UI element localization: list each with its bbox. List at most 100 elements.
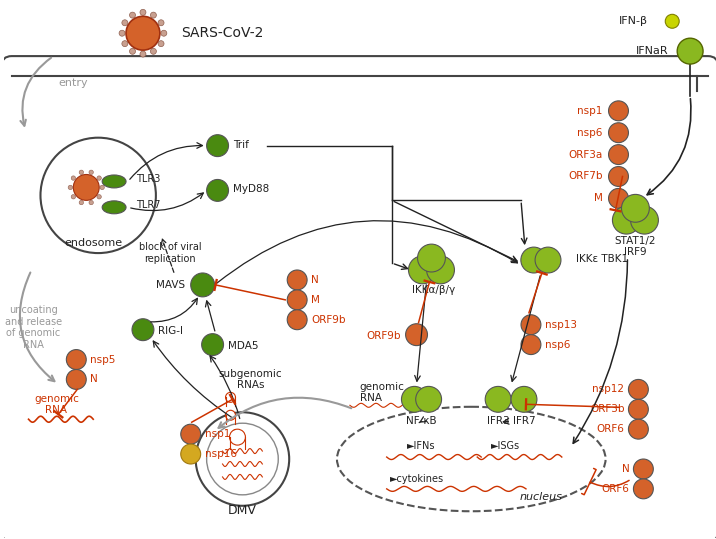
FancyBboxPatch shape — [1, 56, 716, 539]
Text: ORF3b: ORF3b — [590, 404, 624, 414]
Text: block of viral
replication: block of viral replication — [138, 243, 201, 264]
Text: N: N — [311, 275, 319, 285]
Circle shape — [427, 256, 455, 284]
Circle shape — [67, 370, 86, 389]
Circle shape — [207, 423, 279, 495]
Circle shape — [621, 195, 649, 222]
Circle shape — [629, 419, 649, 439]
Circle shape — [521, 335, 541, 355]
Circle shape — [677, 38, 703, 64]
Circle shape — [89, 201, 93, 205]
Text: SARS-CoV-2: SARS-CoV-2 — [181, 26, 263, 40]
Circle shape — [521, 315, 541, 335]
Circle shape — [629, 379, 649, 399]
Circle shape — [161, 30, 167, 36]
Circle shape — [226, 392, 236, 402]
Circle shape — [207, 179, 228, 202]
Text: endosome: endosome — [64, 238, 122, 248]
Text: RIG-I: RIG-I — [158, 326, 183, 336]
Circle shape — [97, 176, 101, 180]
Text: M: M — [594, 194, 603, 203]
Text: ►IFNs: ►IFNs — [407, 441, 435, 451]
Text: IRF9: IRF9 — [624, 247, 647, 257]
Circle shape — [609, 144, 629, 164]
Circle shape — [634, 479, 653, 499]
Circle shape — [100, 185, 105, 190]
Text: ORF6: ORF6 — [596, 424, 624, 434]
Circle shape — [609, 123, 629, 143]
Circle shape — [511, 386, 537, 412]
Circle shape — [287, 270, 307, 290]
Text: nsp14: nsp14 — [205, 429, 236, 439]
Circle shape — [416, 386, 442, 412]
Text: STAT1/2: STAT1/2 — [614, 236, 656, 246]
Circle shape — [130, 49, 135, 54]
Circle shape — [535, 247, 561, 273]
Text: IKKα/β/γ: IKKα/β/γ — [412, 285, 455, 295]
Text: MDA5: MDA5 — [228, 341, 258, 350]
Circle shape — [122, 20, 128, 26]
Circle shape — [485, 386, 511, 412]
Circle shape — [132, 319, 154, 341]
Circle shape — [609, 101, 629, 121]
Circle shape — [180, 424, 200, 444]
Text: ORF9b: ORF9b — [311, 315, 346, 324]
Circle shape — [609, 189, 629, 208]
Circle shape — [89, 170, 93, 175]
Text: subgenomic
RNAs: subgenomic RNAs — [218, 369, 282, 390]
Circle shape — [417, 244, 445, 272]
Circle shape — [180, 444, 200, 464]
Circle shape — [634, 459, 653, 479]
Text: MyD88: MyD88 — [233, 184, 270, 195]
Text: IFR3: IFR3 — [487, 416, 510, 426]
Circle shape — [405, 324, 427, 345]
Circle shape — [195, 412, 289, 506]
Circle shape — [41, 137, 156, 253]
Circle shape — [79, 201, 84, 205]
Text: nucleus: nucleus — [520, 492, 562, 502]
Ellipse shape — [337, 407, 606, 512]
Circle shape — [158, 40, 164, 47]
Circle shape — [150, 12, 156, 18]
Circle shape — [287, 290, 307, 310]
Text: nsp1: nsp1 — [577, 106, 603, 116]
Text: M: M — [311, 295, 320, 305]
Text: genomic
RNA: genomic RNA — [360, 382, 405, 403]
Text: ORF9b: ORF9b — [366, 330, 401, 341]
Text: Trif: Trif — [233, 140, 249, 150]
Circle shape — [612, 206, 640, 234]
Ellipse shape — [102, 201, 126, 214]
Circle shape — [97, 195, 101, 199]
Circle shape — [73, 175, 100, 201]
Text: ORF3a: ORF3a — [569, 150, 603, 160]
Circle shape — [226, 410, 236, 420]
Text: TLR7: TLR7 — [136, 201, 160, 210]
Text: nsp16: nsp16 — [205, 449, 236, 459]
Circle shape — [402, 386, 427, 412]
Circle shape — [190, 273, 215, 297]
Text: N: N — [621, 464, 629, 474]
Text: IFNaR: IFNaR — [636, 46, 668, 56]
Text: IFR7: IFR7 — [513, 416, 536, 426]
Text: nsp12: nsp12 — [592, 384, 624, 395]
Text: genomic
RNA: genomic RNA — [34, 393, 79, 415]
Circle shape — [122, 40, 128, 47]
Text: ►ISGs: ►ISGs — [491, 441, 521, 451]
Circle shape — [287, 310, 307, 330]
Text: NF-κB: NF-κB — [406, 416, 437, 426]
Text: nsp13: nsp13 — [545, 320, 577, 330]
Circle shape — [71, 195, 76, 199]
Circle shape — [140, 51, 146, 57]
Text: nsp6: nsp6 — [577, 128, 603, 137]
Circle shape — [230, 429, 246, 445]
Circle shape — [140, 9, 146, 15]
Circle shape — [126, 16, 160, 50]
Text: MAVS: MAVS — [155, 280, 185, 290]
Circle shape — [71, 176, 76, 180]
Circle shape — [79, 170, 84, 175]
Circle shape — [207, 135, 228, 157]
Text: entry: entry — [59, 78, 88, 88]
Circle shape — [409, 256, 436, 284]
Text: TLR3: TLR3 — [136, 175, 160, 184]
Text: N: N — [90, 375, 98, 384]
